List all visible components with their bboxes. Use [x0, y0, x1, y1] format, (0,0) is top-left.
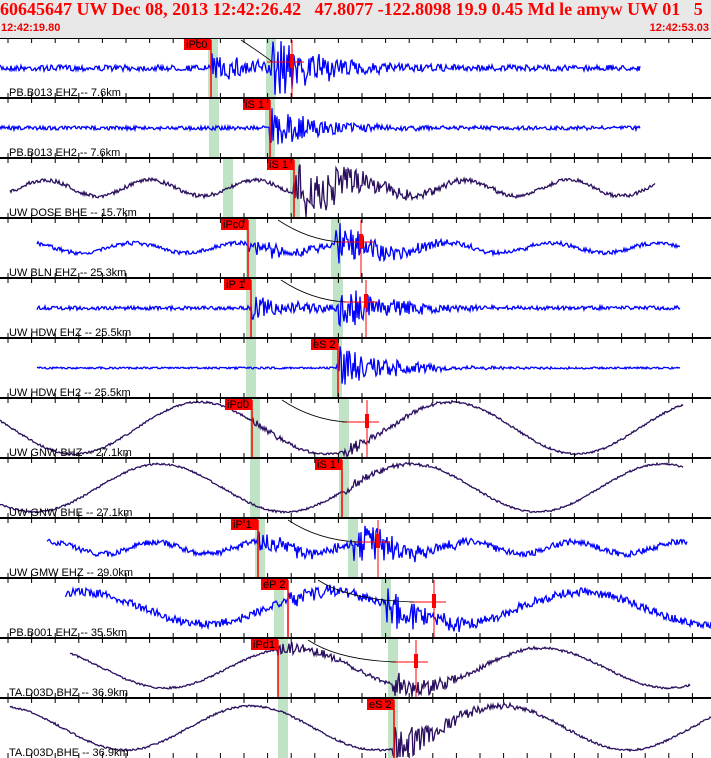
coda-marker: [414, 654, 418, 668]
coda-marker: [359, 234, 363, 248]
pick-window-band: [331, 218, 341, 278]
pick-window-band: [388, 698, 398, 758]
trace-row[interactable]: iP 1 UW HDW EHZ -- 25.5km: [0, 277, 711, 339]
event-title: 60645647 UW Dec 08, 2013 12:42:26.42 47.…: [0, 0, 703, 19]
pick-window-band: [332, 338, 342, 398]
waveform: [46, 525, 688, 563]
pick-label-box[interactable]: [231, 519, 258, 530]
pick-window-band: [250, 398, 260, 458]
trace-label: TA.D03D BHE -- 36.9km: [9, 747, 129, 758]
waveform: [0, 399, 684, 458]
pick-window-band: [388, 638, 398, 698]
pick-label: iP 1: [226, 279, 245, 291]
trace-label: PB.B013 EHZ -- 7.6km: [9, 87, 121, 99]
pick-window-band: [246, 218, 256, 278]
pick-label: iPd0: [227, 399, 249, 411]
waveform: [36, 223, 681, 264]
pick-label-box[interactable]: [311, 339, 338, 350]
trace-row[interactable]: iPc0 UW BLN EHZ -- 25.3km: [0, 217, 711, 279]
pick-label: iS 1: [245, 99, 264, 111]
trace-row[interactable]: iS 1 UW DOSE BHE -- 15.7km: [0, 157, 711, 219]
trace-row[interactable]: iPc0 PB.B013 EHZ -- 7.6km: [0, 38, 711, 99]
trace-row[interactable]: iPd0 UW GNW BHZ -- 27.1km: [0, 397, 711, 459]
coda-marker: [365, 414, 369, 428]
coda-marker: [432, 594, 436, 608]
trace-row[interactable]: eS 2 TA.D03D BHE -- 36.9km: [0, 697, 711, 758]
trace-label: UW HDW EH2 -- 25.5km: [9, 387, 131, 399]
pick-window-band: [278, 638, 288, 698]
coda-marker: [376, 534, 380, 548]
coda-fit-curve: [280, 279, 347, 303]
coda-fit-curve: [277, 219, 342, 243]
coda-fit-curve: [281, 399, 348, 423]
trace-row[interactable]: eS 2 UW HDW EH2 -- 25.5km: [0, 337, 711, 399]
pick-label-box[interactable]: [315, 459, 342, 470]
coda-marker: [364, 294, 368, 308]
waveform: [64, 584, 711, 633]
pick-label-box[interactable]: [221, 219, 248, 230]
pick-label-box[interactable]: [367, 699, 394, 710]
pick-label: eS 2: [369, 699, 392, 711]
pick-label: eS 2: [313, 339, 336, 351]
trace-row[interactable]: iS 1 UW GNW BHE -- 27.1km: [0, 457, 711, 519]
trace-label: UW DOSE BHE -- 15.7km: [9, 207, 137, 219]
coda-fit-curve: [287, 519, 359, 543]
pick-window-band: [278, 698, 288, 758]
coda-fit-curve: [307, 639, 397, 663]
pick-label-box[interactable]: [261, 579, 288, 590]
pick-label: iP 1: [233, 519, 252, 531]
pick-label-box[interactable]: [251, 639, 278, 650]
end-time: 12:42:53.03: [649, 22, 709, 34]
waveform: [36, 290, 681, 328]
pick-label: iS 1: [269, 159, 288, 171]
pick-label: iS 1: [317, 459, 336, 471]
pick-label-box[interactable]: [225, 399, 252, 410]
pick-label: iPc0: [223, 219, 244, 231]
trace-label: PB.B013 EH2 -- 7.6km: [9, 147, 120, 159]
pick-window-band: [339, 458, 349, 518]
trace-label: UW GNW BHZ -- 27.1km: [9, 447, 132, 459]
waveform: [9, 701, 711, 758]
pick-label: eP 2: [263, 579, 285, 591]
waveform: [70, 642, 691, 697]
coda-marker: [290, 54, 294, 68]
trace-row[interactable]: iS 1 PB.B013 EH2 -- 7.6km: [0, 97, 711, 159]
trace-label: TA.D03D BHZ -- 36.9km: [9, 687, 128, 699]
pick-window-band: [274, 578, 284, 638]
waveform: [0, 108, 641, 145]
trace-row[interactable]: iPd1 TA.D03D BHZ -- 36.9km: [0, 637, 711, 699]
coda-fit-curve: [240, 39, 273, 63]
trace-label: UW BLN EHZ -- 25.3km: [9, 267, 126, 279]
waveform: [0, 41, 641, 95]
trace-row[interactable]: iP 1UW GMW EHZ -- 29.0km: [0, 517, 711, 579]
trace-label: UW GNW BHE -- 27.1km: [9, 507, 132, 519]
event-header: 60645647 UW Dec 08, 2013 12:42:26.42 47.…: [0, 0, 711, 38]
seismogram-panel[interactable]: iPc0 PB.B013 EHZ -- 7.6km iS 1 PB.B013 EH2 …: [0, 38, 711, 758]
pick-label: iPc0: [186, 39, 207, 51]
pick-label-box[interactable]: [243, 99, 270, 110]
start-time: 12:42:19.80: [1, 22, 61, 34]
waveform: [9, 164, 656, 218]
pick-label-box[interactable]: [184, 39, 211, 50]
pick-window-band: [339, 398, 349, 458]
waveform: [36, 346, 681, 385]
trace-label: PB.B001 EHZ -- 35.5km: [9, 627, 127, 639]
pick-label: iPd1: [253, 639, 275, 651]
pick-label-box[interactable]: [267, 159, 294, 170]
pick-label-box[interactable]: [224, 279, 251, 290]
pick-window-band: [250, 458, 260, 518]
trace-label: UW HDW EHZ -- 25.5km: [9, 327, 131, 339]
trace-row[interactable]: eP 2 PB.B001 EHZ -- 35.5km: [0, 577, 711, 639]
coda-fit-curve: [317, 579, 415, 603]
